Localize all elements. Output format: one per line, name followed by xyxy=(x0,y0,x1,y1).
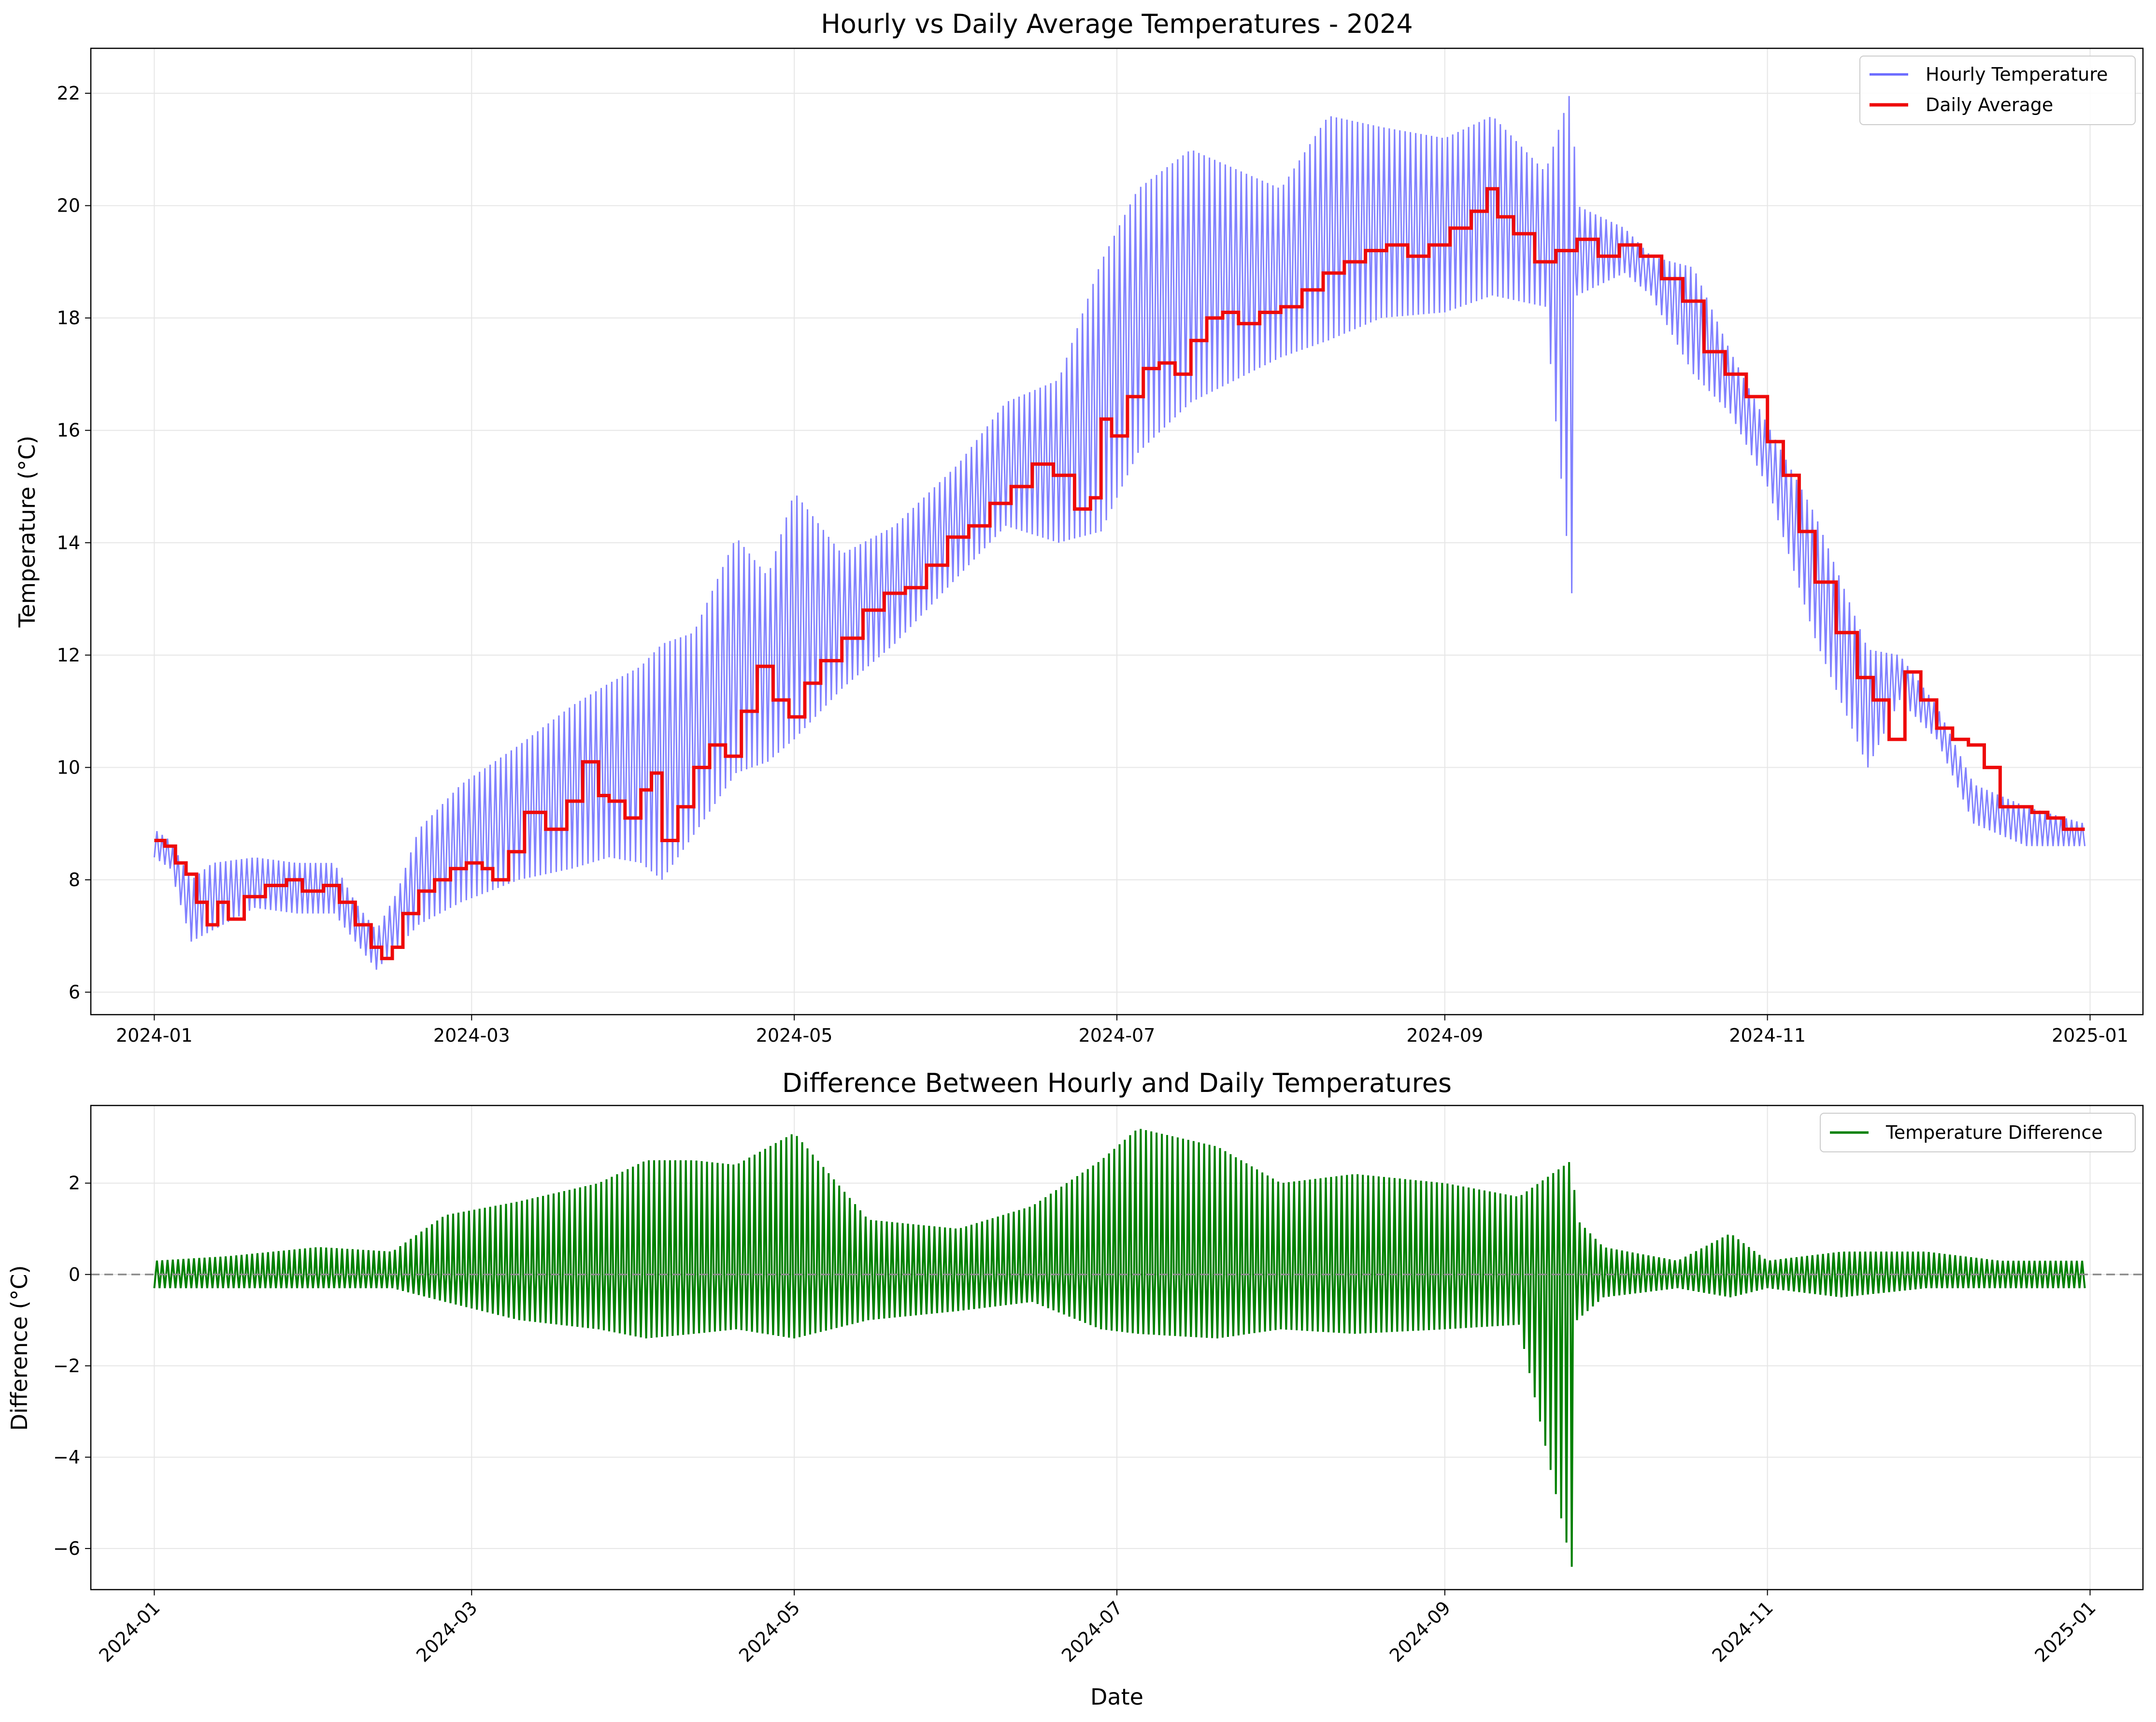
x-tick-label: 2024-07 xyxy=(1079,1025,1156,1046)
grid-lines xyxy=(91,48,2143,1015)
x-tick-label: 2024-03 xyxy=(433,1025,510,1046)
y-tick-label: 10 xyxy=(57,757,80,778)
series-layer xyxy=(91,1129,2143,1567)
x-tick-label: 2024-01 xyxy=(116,1025,193,1046)
y-axis-label: Difference (°C) xyxy=(6,1265,32,1431)
y-tick-label: 22 xyxy=(57,83,80,104)
y-tick-label: 2 xyxy=(69,1173,80,1194)
series-layer xyxy=(153,96,2086,970)
legend-label-hourly: Hourly Temperature xyxy=(1926,64,2108,85)
y-axis-ticks: −6 −4 −2 0 2 xyxy=(53,1173,91,1559)
legend-label-daily: Daily Average xyxy=(1926,94,2053,115)
series-daily-average-line xyxy=(154,187,2085,961)
y-axis-label: Temperature (°C) xyxy=(14,435,40,628)
chart-title: Hourly vs Daily Average Temperatures - 2… xyxy=(821,9,1413,39)
y-axis-ticks: 6 8 10 12 14 16 18 20 22 xyxy=(57,83,91,1003)
y-tick-label: 6 xyxy=(69,981,80,1003)
x-tick-label: 2024-11 xyxy=(1729,1025,1806,1046)
chart-title: Difference Between Hourly and Daily Temp… xyxy=(782,1068,1452,1098)
x-tick-label: 2025-01 xyxy=(2052,1025,2128,1046)
y-tick-label: 20 xyxy=(57,195,80,216)
legend-box xyxy=(1820,1113,2136,1152)
x-axis-ticks: 2024-01 2024-03 2024-05 2024-07 2024-09 2024-… xyxy=(116,1015,2128,1046)
y-tick-label: 12 xyxy=(57,645,80,666)
x-tick-label: 2024-05 xyxy=(756,1025,833,1046)
series-temperature-difference-line xyxy=(153,1129,2086,1567)
x-tick-label: 2024-09 xyxy=(1406,1025,1483,1046)
y-tick-label: −6 xyxy=(53,1538,80,1559)
y-tick-label: 14 xyxy=(57,532,80,553)
x-axis-label: Date xyxy=(1090,1684,1143,1710)
legend: Hourly Temperature Daily Average xyxy=(1859,56,2136,125)
legend: Temperature Difference xyxy=(1820,1113,2136,1152)
series-hourly-temperature-line xyxy=(153,96,2086,970)
y-tick-label: 0 xyxy=(69,1264,80,1285)
temperature-chart: Hourly vs Daily Average Temperatures - 2… xyxy=(14,9,2144,1046)
y-tick-label: −4 xyxy=(53,1447,80,1468)
y-tick-label: 16 xyxy=(57,420,80,441)
y-tick-label: 8 xyxy=(69,869,80,890)
legend-label-difference: Temperature Difference xyxy=(1885,1122,2103,1143)
y-tick-label: −2 xyxy=(53,1355,80,1377)
legend-box xyxy=(1859,56,2136,125)
y-tick-label: 18 xyxy=(57,307,80,329)
